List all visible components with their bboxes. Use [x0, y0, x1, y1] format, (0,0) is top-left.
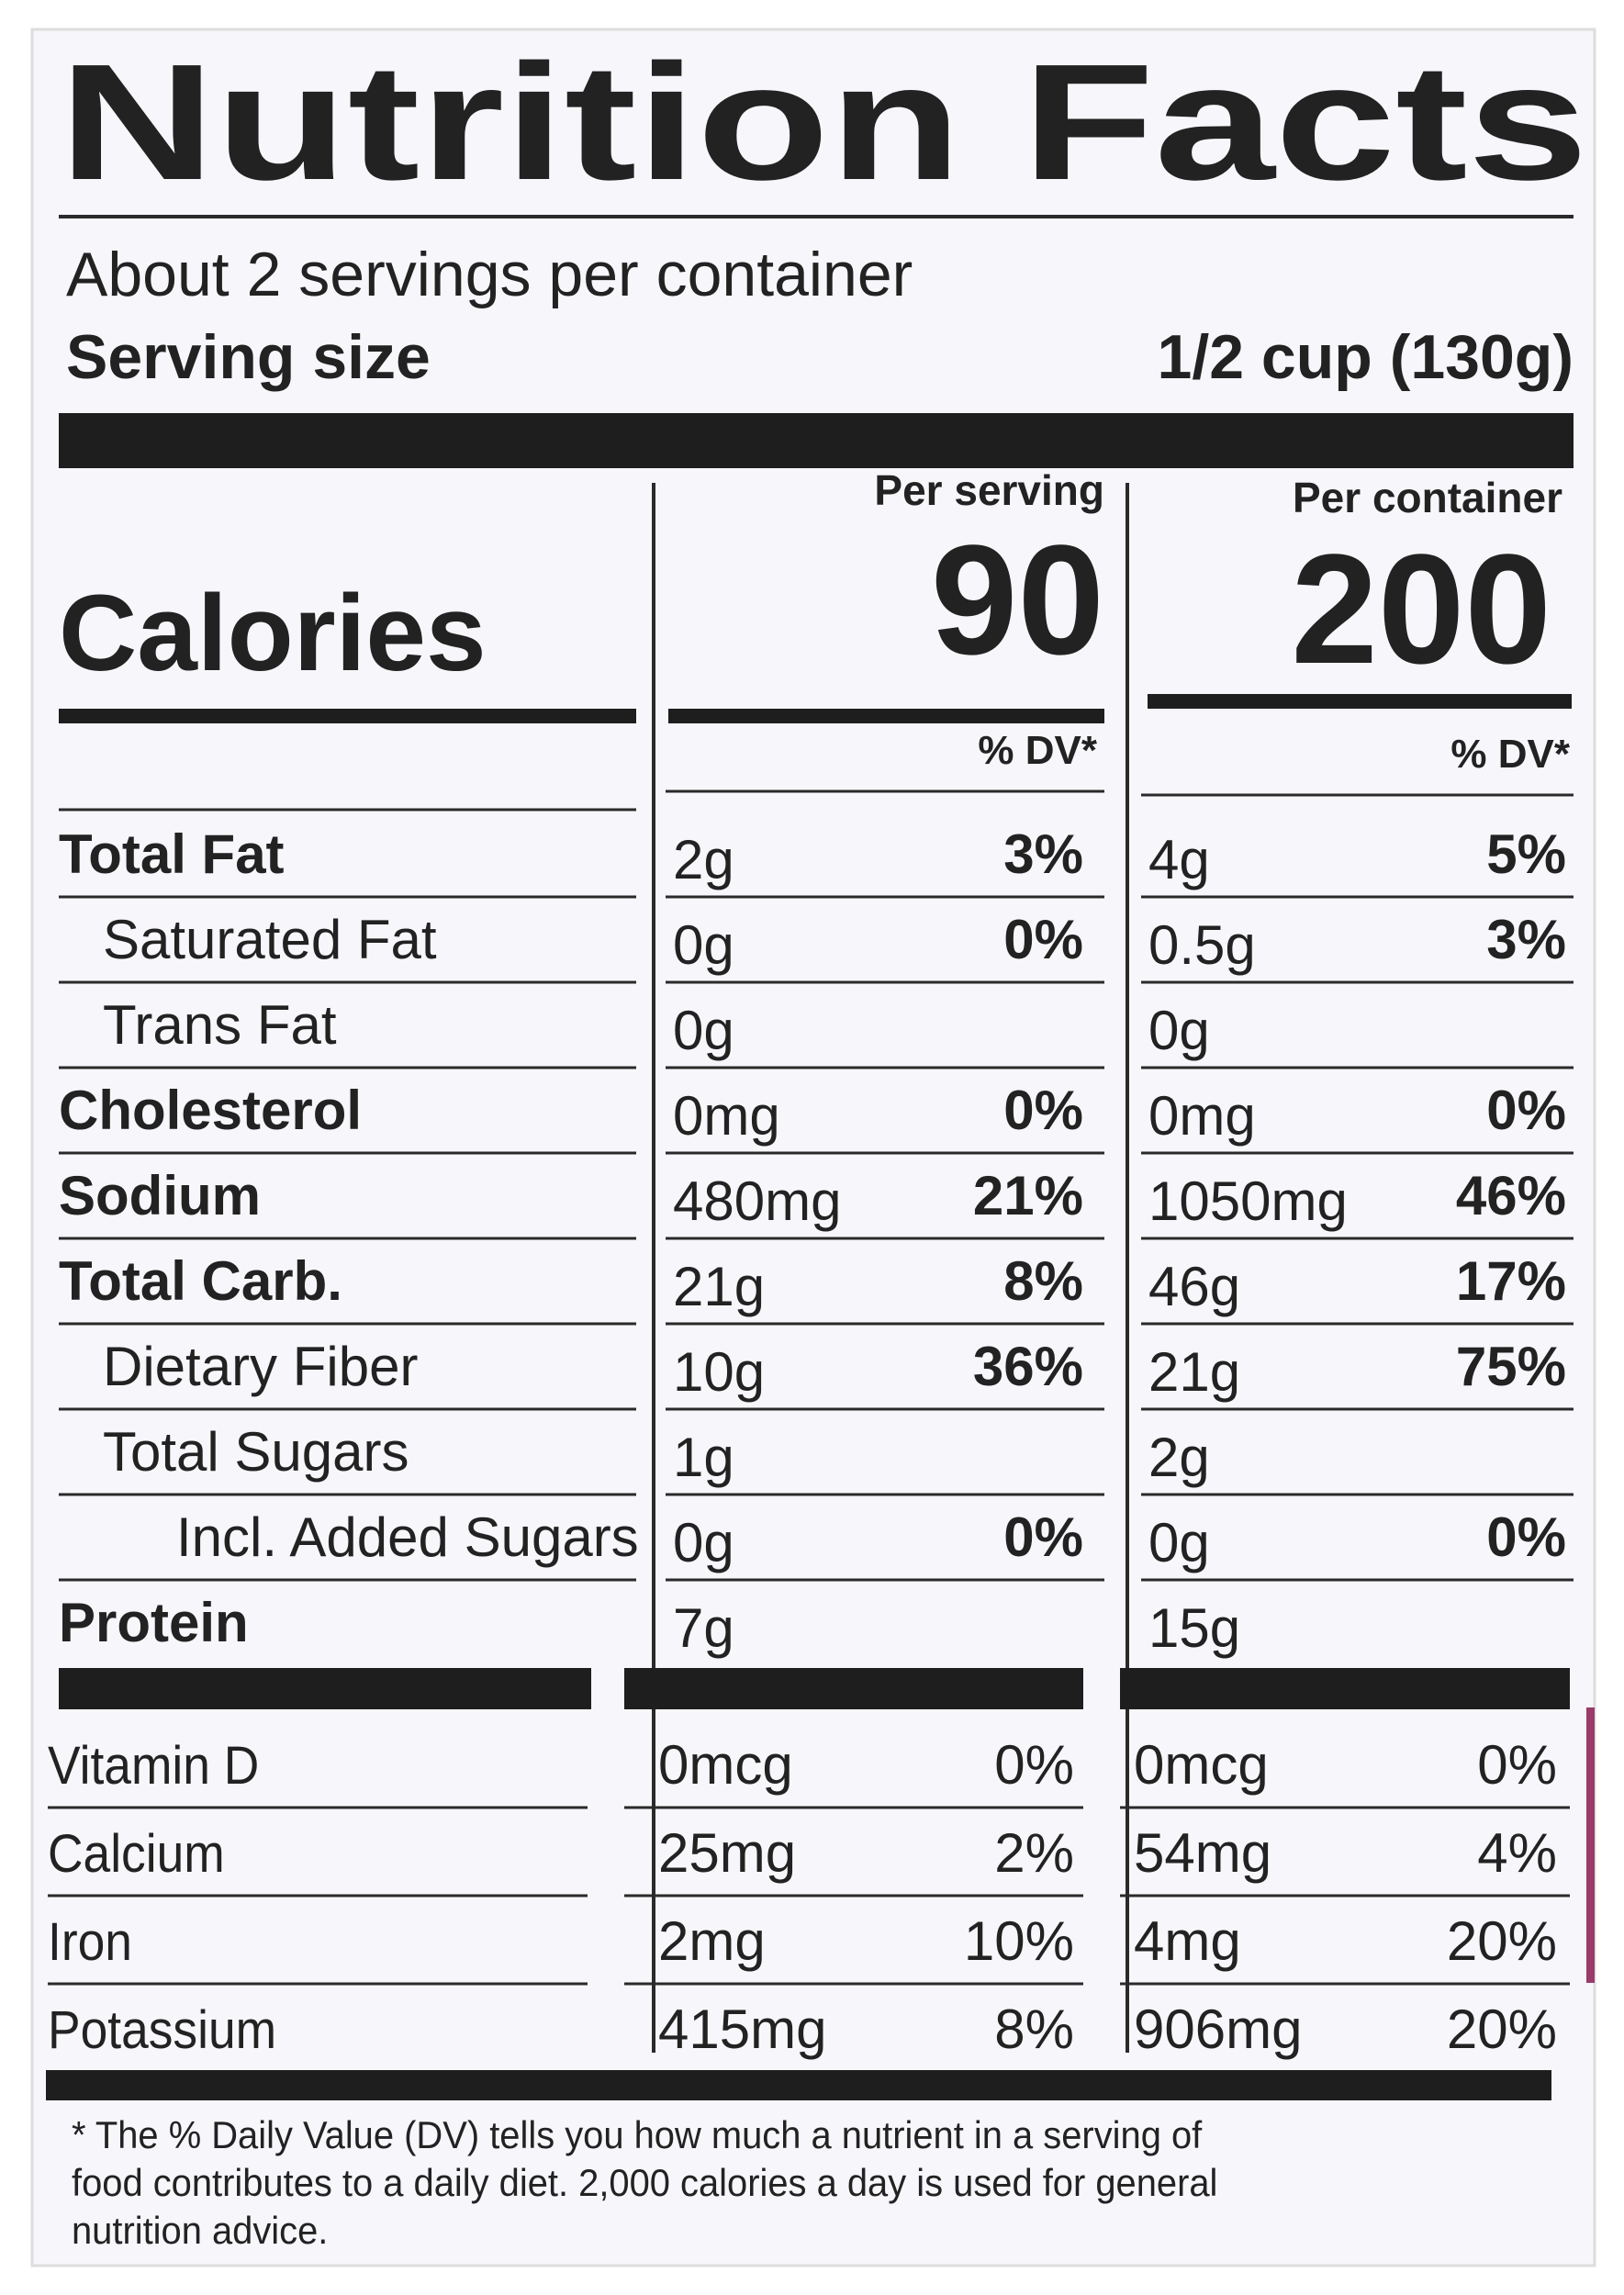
thick-bar [1120, 1668, 1570, 1709]
daily-value: 17% [1456, 1250, 1566, 1312]
daily-value: 0% [1486, 1506, 1566, 1568]
daily-value: 8% [1003, 1250, 1083, 1312]
daily-value: 20% [1447, 1998, 1557, 2060]
amount: 1g [673, 1427, 734, 1488]
dv-header: % DV* [1450, 732, 1570, 777]
amount: 0mcg [658, 1734, 793, 1796]
amount: 0g [673, 1000, 734, 1061]
vitamin-name: Potassium [48, 2000, 276, 2060]
amount: 0mcg [1134, 1734, 1269, 1796]
daily-value: 0% [1486, 1080, 1566, 1141]
daily-value: 0% [1477, 1734, 1557, 1796]
thick-bar [46, 2070, 1551, 2100]
nutrient-name: Dietary Fiber [103, 1336, 418, 1397]
amount: 0g [673, 1512, 734, 1573]
nutrient-name: Sodium [59, 1165, 261, 1226]
serving-size-label: Serving size [66, 322, 431, 392]
amount: 0g [1148, 1512, 1210, 1573]
daily-value: 0% [1003, 1506, 1083, 1568]
label-panel [30, 28, 1596, 2267]
footnote: * The % Daily Value (DV) tells you how m… [72, 2113, 1203, 2156]
amount: 0g [673, 914, 734, 976]
nutrient-name: Saturated Fat [103, 909, 437, 970]
amount: 4mg [1134, 1910, 1241, 1972]
amount: 7g [673, 1597, 734, 1659]
nutrient-name: Incl. Added Sugars [176, 1506, 639, 1568]
amount: 25mg [658, 1822, 796, 1884]
daily-value: 0% [1003, 1080, 1083, 1141]
daily-value: 5% [1486, 823, 1566, 885]
nutrient-name: Total Fat [59, 823, 285, 885]
thick-bar [1148, 694, 1572, 709]
title: Nutrition Facts [59, 30, 1588, 215]
daily-value: 3% [1003, 823, 1083, 885]
daily-value: 4% [1477, 1822, 1557, 1884]
thick-bar [624, 1668, 1083, 1709]
daily-value: 2% [994, 1822, 1074, 1884]
daily-value: 75% [1456, 1336, 1566, 1397]
amount: 415mg [658, 1998, 826, 2060]
footnote: food contributes to a daily diet. 2,000 … [72, 2161, 1217, 2204]
amount: 906mg [1134, 1998, 1302, 2060]
vitamin-name: Vitamin D [48, 1736, 259, 1796]
daily-value: 8% [994, 1998, 1074, 2060]
serving-size-value: 1/2 cup (130g) [1158, 322, 1574, 392]
amount: 54mg [1134, 1822, 1271, 1884]
amount: 15g [1148, 1597, 1240, 1659]
footnote: nutrition advice. [72, 2209, 328, 2252]
nutrient-name: Total Carb. [59, 1250, 342, 1312]
calories-value: 200 [1291, 522, 1551, 697]
nutrient-name: Protein [59, 1592, 249, 1653]
daily-value: 10% [964, 1910, 1074, 1972]
dv-header: % DV* [978, 728, 1097, 773]
daily-value: 21% [973, 1165, 1083, 1226]
package-edge [1586, 1707, 1595, 1983]
amount: 0.5g [1148, 914, 1256, 976]
amount: 2g [1148, 1427, 1210, 1488]
daily-value: 3% [1486, 909, 1566, 970]
nutrient-name: Cholesterol [59, 1080, 362, 1141]
amount: 2mg [658, 1910, 766, 1972]
vitamin-name: Iron [48, 1912, 132, 1972]
daily-value: 0% [1003, 909, 1083, 970]
thick-bar [668, 709, 1104, 723]
amount: 46g [1148, 1256, 1240, 1317]
vitamin-name: Calcium [48, 1824, 225, 1884]
calories-value: 90 [931, 513, 1104, 688]
column-header: Per container [1293, 474, 1562, 521]
daily-value: 0% [994, 1734, 1074, 1796]
daily-value: 36% [973, 1336, 1083, 1397]
amount: 2g [673, 829, 734, 890]
amount: 4g [1148, 829, 1210, 890]
servings: About 2 servings per container [66, 240, 913, 309]
amount: 0g [1148, 1000, 1210, 1061]
nutrient-name: Trans Fat [103, 994, 337, 1056]
daily-value: 20% [1447, 1910, 1557, 1972]
thick-bar [59, 413, 1574, 468]
thick-bar [59, 1668, 591, 1709]
nutrient-name: Total Sugars [103, 1421, 409, 1483]
amount: 21g [1148, 1341, 1240, 1403]
calories-label: Calories [59, 573, 487, 694]
amount: 0mg [673, 1085, 780, 1147]
amount: 1050mg [1148, 1170, 1348, 1232]
amount: 21g [673, 1256, 765, 1317]
amount: 480mg [673, 1170, 841, 1232]
daily-value: 46% [1456, 1165, 1566, 1226]
amount: 10g [673, 1341, 765, 1403]
column-header: Per serving [874, 466, 1104, 514]
amount: 0mg [1148, 1085, 1256, 1147]
thick-bar [59, 709, 636, 723]
